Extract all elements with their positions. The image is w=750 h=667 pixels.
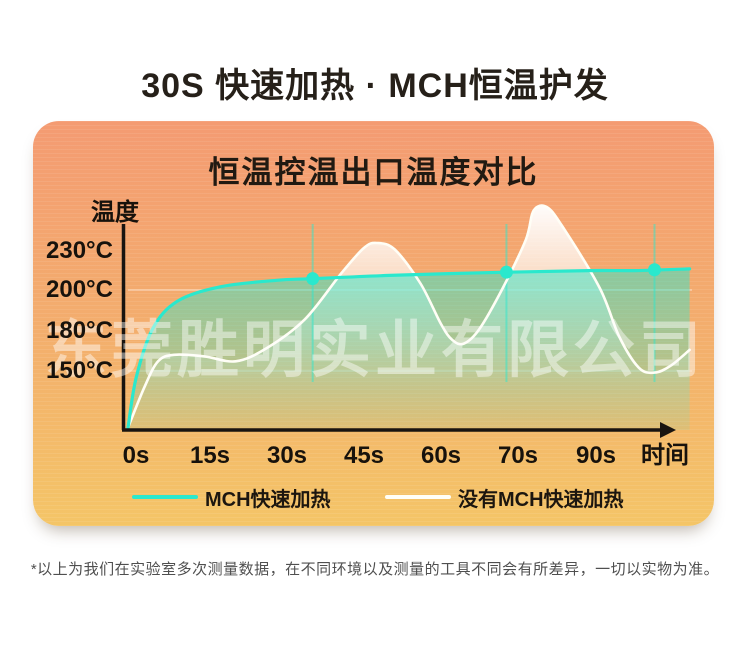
y-tick-label: 150°C xyxy=(46,357,113,384)
x-tick-label: 45s xyxy=(343,442,385,469)
y-axis-label: 温度 xyxy=(91,199,139,226)
y-tick-label: 180°C xyxy=(46,317,113,344)
legend-line-no-mch xyxy=(385,495,451,499)
x-tick-label: 90s xyxy=(575,442,617,469)
y-tick-label: 230°C xyxy=(46,237,113,264)
x-tick-label: 60s xyxy=(420,442,462,469)
x-axis-label: 时间 xyxy=(641,442,689,469)
x-tick-label: 0s xyxy=(122,442,150,469)
disclaimer-text: *以上为我们在实验室多次测量数据，在不同环境以及测量的工具不同会有所差异，一切以… xyxy=(30,561,720,578)
x-tick-label: 30s xyxy=(266,442,308,469)
page-title: 30S 快速加热 · MCH恒温护发 xyxy=(141,67,609,105)
legend-line-mch xyxy=(132,495,198,499)
legend-label-no-mch: 没有MCH快速加热 xyxy=(458,489,624,511)
chart-title: 恒温控温出口温度对比 xyxy=(208,155,539,190)
legend-label-mch: MCH快速加热 xyxy=(205,489,331,511)
x-tick-label: 70s xyxy=(497,442,539,469)
x-tick-label: 15s xyxy=(189,442,231,469)
y-tick-label: 200°C xyxy=(46,276,113,303)
